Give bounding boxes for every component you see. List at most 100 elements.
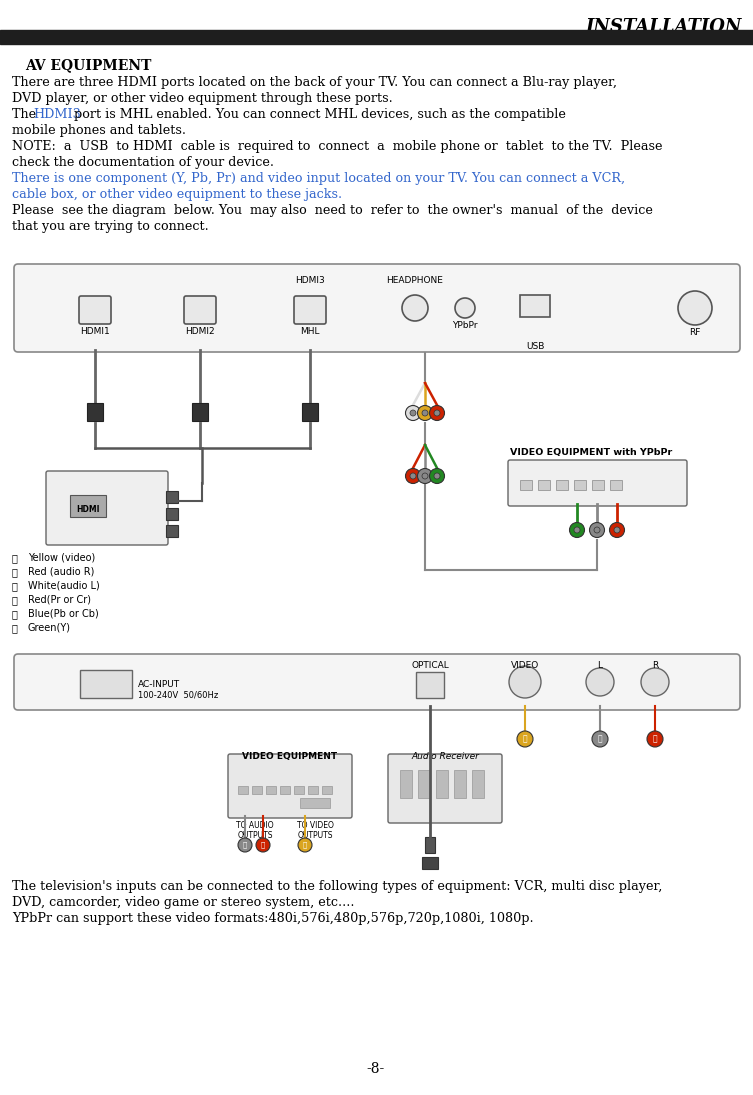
Text: The: The	[12, 108, 40, 122]
Bar	[280, 786, 290, 794]
Circle shape	[429, 405, 444, 420]
Text: Ⓖ: Ⓖ	[12, 623, 18, 633]
Bar	[425, 837, 435, 853]
Bar	[422, 857, 438, 869]
Text: port is MHL enabled. You can connect MHL devices, such as the compatible: port is MHL enabled. You can connect MHL…	[70, 108, 566, 122]
Text: AV EQUIPMENT: AV EQUIPMENT	[25, 58, 151, 72]
Circle shape	[641, 668, 669, 696]
Bar	[416, 672, 444, 698]
Bar	[80, 670, 132, 698]
Text: HDMI1: HDMI1	[80, 327, 110, 336]
FancyBboxPatch shape	[508, 460, 687, 506]
Text: AC-INPUT: AC-INPUT	[138, 680, 180, 689]
Bar	[294, 786, 304, 794]
Bar	[302, 403, 318, 420]
Text: YPbPr can support these video formats:480i,576i,480p,576p,720p,1080i, 1080p.: YPbPr can support these video formats:48…	[12, 912, 534, 925]
Circle shape	[422, 473, 428, 479]
Text: cable box, or other video equipment to these jacks.: cable box, or other video equipment to t…	[12, 188, 342, 201]
Circle shape	[429, 469, 444, 484]
Bar	[610, 480, 622, 489]
Bar	[166, 525, 178, 537]
Text: There are three HDMI ports located on the back of your TV. You can connect a Blu: There are three HDMI ports located on th…	[12, 76, 617, 89]
Circle shape	[402, 295, 428, 321]
FancyBboxPatch shape	[184, 296, 216, 324]
Circle shape	[594, 527, 600, 533]
Text: DVD player, or other video equipment through these ports.: DVD player, or other video equipment thr…	[12, 92, 393, 105]
FancyBboxPatch shape	[388, 754, 502, 823]
Bar	[308, 786, 318, 794]
Bar	[472, 770, 484, 798]
Text: 100-240V  50/60Hz: 100-240V 50/60Hz	[138, 690, 218, 699]
Text: USB: USB	[526, 342, 544, 351]
Circle shape	[410, 473, 416, 479]
Text: Audio Receiver: Audio Receiver	[411, 752, 479, 761]
Text: Red (audio R): Red (audio R)	[28, 567, 94, 577]
Text: HDMI3: HDMI3	[295, 276, 325, 285]
Circle shape	[238, 838, 252, 852]
Text: Blue(Pb or Cb): Blue(Pb or Cb)	[28, 609, 99, 619]
Text: DVD, camcorder, video game or stereo system, etc....: DVD, camcorder, video game or stereo sys…	[12, 896, 355, 909]
Text: -8-: -8-	[367, 1062, 385, 1076]
Bar	[556, 480, 568, 489]
Bar	[538, 480, 550, 489]
Text: Ⓡ: Ⓡ	[12, 595, 18, 606]
Circle shape	[574, 527, 580, 533]
Circle shape	[609, 522, 624, 538]
Text: R: R	[652, 661, 658, 670]
Text: The television's inputs can be connected to the following types of equipment: VC: The television's inputs can be connected…	[12, 880, 663, 894]
Circle shape	[417, 469, 432, 484]
Text: that you are trying to connect.: that you are trying to connect.	[12, 220, 209, 233]
Text: Ⓦ: Ⓦ	[12, 581, 18, 591]
Circle shape	[422, 410, 428, 416]
Bar	[418, 770, 430, 798]
Text: Ⓦ: Ⓦ	[243, 842, 247, 849]
Bar	[436, 770, 448, 798]
Text: Red(Pr or Cr): Red(Pr or Cr)	[28, 595, 91, 606]
Circle shape	[586, 668, 614, 696]
Bar	[322, 786, 332, 794]
Bar	[166, 508, 178, 520]
Bar	[300, 798, 330, 808]
Circle shape	[590, 522, 605, 538]
Text: HEADPHONE: HEADPHONE	[386, 276, 444, 285]
Text: INSTALLATION: INSTALLATION	[586, 18, 742, 36]
Circle shape	[417, 405, 432, 420]
Text: ⓨ: ⓨ	[303, 842, 307, 849]
FancyBboxPatch shape	[46, 471, 168, 545]
FancyBboxPatch shape	[228, 754, 352, 818]
Circle shape	[509, 666, 541, 698]
Circle shape	[256, 838, 270, 852]
Text: HDMI: HDMI	[76, 505, 99, 514]
Text: Ⓦ: Ⓦ	[598, 735, 602, 744]
Circle shape	[410, 410, 416, 416]
Text: VIDEO: VIDEO	[511, 661, 539, 670]
Text: Ⓡ: Ⓡ	[261, 842, 265, 849]
Text: Ⓡ: Ⓡ	[653, 735, 657, 744]
Bar	[574, 480, 586, 489]
Text: ⓨ: ⓨ	[523, 735, 527, 744]
Bar	[520, 480, 532, 489]
Circle shape	[592, 731, 608, 747]
Circle shape	[406, 469, 420, 484]
Text: MHL: MHL	[300, 327, 320, 336]
Bar	[592, 480, 604, 489]
Circle shape	[455, 298, 475, 318]
Text: White(audio L): White(audio L)	[28, 581, 99, 591]
Text: L: L	[597, 661, 602, 670]
Text: Ⓑ: Ⓑ	[12, 609, 18, 619]
Text: YPbPr: YPbPr	[453, 321, 477, 330]
Circle shape	[406, 405, 420, 420]
Text: HDMI2: HDMI2	[185, 327, 215, 336]
Circle shape	[647, 731, 663, 747]
Circle shape	[569, 522, 584, 538]
Text: There is one component (Y, Pb, Pr) and video input located on your TV. You can c: There is one component (Y, Pb, Pr) and v…	[12, 172, 625, 185]
Text: OPTICAL: OPTICAL	[411, 661, 449, 670]
Text: Ⓡ: Ⓡ	[12, 567, 18, 577]
Bar	[70, 495, 106, 517]
Text: TO AUDIO
OUTPUTS: TO AUDIO OUTPUTS	[236, 821, 274, 840]
FancyBboxPatch shape	[294, 296, 326, 324]
Text: Yellow (video): Yellow (video)	[28, 553, 95, 563]
Text: VIDEO EQUIPMENT with YPbPr: VIDEO EQUIPMENT with YPbPr	[510, 448, 672, 457]
Bar	[87, 403, 103, 420]
Circle shape	[434, 473, 440, 479]
